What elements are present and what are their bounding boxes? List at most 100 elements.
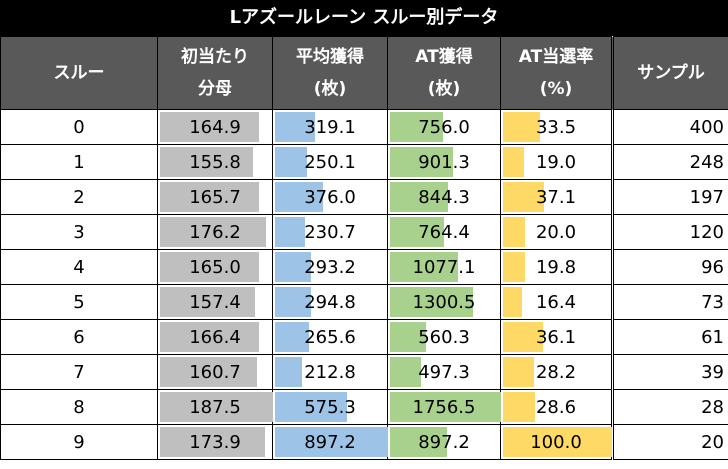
cell-sample: 73 [612, 284, 728, 320]
cell-at-rate: 28.6 [500, 389, 614, 425]
cell-average-gain: 293.2 [272, 249, 388, 285]
cell-thru: 1 [0, 144, 158, 180]
cell-at-rate: 19.0 [500, 144, 614, 180]
cell-average-gain: 294.8 [272, 284, 388, 320]
data-bar [275, 392, 347, 422]
data-bar [160, 182, 260, 212]
cell-at-gain: 1077.1 [387, 249, 501, 285]
table-row: 2 165.7 376.0 844.3 37.1 197 [0, 179, 728, 215]
cell-at-gain: 756.0 [387, 109, 501, 145]
cell-average-gain: 376.0 [272, 179, 388, 215]
header-average-gain: 平均獲得 (枚) [272, 36, 388, 110]
table-row: 6 166.4 265.6 560.3 36.1 61 [0, 319, 728, 355]
data-bar [390, 427, 448, 457]
data-bar [390, 112, 443, 142]
data-bar [503, 147, 524, 177]
table-row: 5 157.4 294.8 1300.5 16.4 73 [0, 284, 728, 320]
data-bar [160, 287, 255, 317]
cell-thru: 4 [0, 249, 158, 285]
cell-denominator: 157.4 [157, 284, 273, 320]
cell-thru: 9 [0, 424, 158, 460]
cell-sample: 400 [612, 109, 728, 145]
cell-denominator: 176.2 [157, 214, 273, 250]
cell-average-gain: 265.6 [272, 319, 388, 355]
cell-denominator: 187.5 [157, 389, 273, 425]
header-at-gain: AT獲得 (枚) [387, 36, 501, 110]
cell-sample: 61 [612, 319, 728, 355]
cell-thru: 7 [0, 354, 158, 390]
data-bar [275, 252, 312, 282]
data-bar [160, 322, 260, 352]
cell-at-rate: 28.2 [500, 354, 614, 390]
data-bar [275, 287, 312, 317]
cell-denominator: 165.7 [157, 179, 273, 215]
cell-at-gain: 560.3 [387, 319, 501, 355]
data-bar [160, 112, 260, 142]
cell-sample: 96 [612, 249, 728, 285]
cell-at-gain: 764.4 [387, 214, 501, 250]
cell-at-gain: 497.3 [387, 354, 501, 390]
cell-average-gain: 250.1 [272, 144, 388, 180]
cell-at-rate: 33.5 [500, 109, 614, 145]
cell-average-gain: 897.2 [272, 424, 388, 460]
cell-thru: 5 [0, 284, 158, 320]
table-row: 0 164.9 319.1 756.0 33.5 400 [0, 109, 728, 145]
cell-sample: 248 [612, 144, 728, 180]
cell-at-gain: 1756.5 [387, 389, 501, 425]
thru-data-table: スルー 初当たり 分母 平均獲得 (枚) AT獲得 (枚) AT当選率 (%) サンプル… [0, 36, 728, 460]
data-bar [503, 357, 534, 387]
data-bar [503, 322, 543, 352]
data-bar [160, 427, 265, 457]
data-bar [503, 392, 535, 422]
cell-at-gain: 897.2 [387, 424, 501, 460]
data-bar [390, 357, 422, 387]
data-bar [390, 252, 459, 282]
cell-average-gain: 212.8 [272, 354, 388, 390]
data-bar [503, 252, 525, 282]
data-bar [390, 217, 444, 247]
cell-at-rate: 36.1 [500, 319, 614, 355]
table-row: 9 173.9 897.2 897.2 100.0 20 [0, 424, 728, 460]
cell-thru: 6 [0, 319, 158, 355]
cell-at-rate: 37.1 [500, 179, 614, 215]
cell-denominator: 166.4 [157, 319, 273, 355]
cell-at-gain: 901.3 [387, 144, 501, 180]
data-bar [275, 182, 323, 212]
data-bar [160, 252, 260, 282]
table-title: Lアズールレーン スルー別データ [0, 0, 728, 36]
cell-denominator: 165.0 [157, 249, 273, 285]
table-row: 3 176.2 230.7 764.4 20.0 120 [0, 214, 728, 250]
cell-thru: 0 [0, 109, 158, 145]
data-bar [390, 147, 453, 177]
cell-denominator: 164.9 [157, 109, 273, 145]
data-bar [275, 427, 388, 457]
cell-at-rate: 16.4 [500, 284, 614, 320]
header-row: スルー 初当たり 分母 平均獲得 (枚) AT獲得 (枚) AT当選率 (%) サンプル [0, 36, 728, 110]
data-bar [390, 322, 426, 352]
cell-denominator: 155.8 [157, 144, 273, 180]
cell-at-rate: 100.0 [500, 424, 614, 460]
cell-denominator: 160.7 [157, 354, 273, 390]
data-bar [275, 217, 305, 247]
header-sample: サンプル [612, 36, 728, 110]
cell-sample: 39 [612, 354, 728, 390]
data-bar [390, 287, 473, 317]
table-row: 1 155.8 250.1 901.3 19.0 248 [0, 144, 728, 180]
data-bar [275, 322, 310, 352]
cell-average-gain: 230.7 [272, 214, 388, 250]
table-row: 8 187.5 575.3 1756.5 28.6 28 [0, 389, 728, 425]
cell-thru: 3 [0, 214, 158, 250]
header-at-rate: AT当選率 (%) [500, 36, 614, 110]
data-bar [275, 112, 315, 142]
cell-thru: 8 [0, 389, 158, 425]
cell-average-gain: 319.1 [272, 109, 388, 145]
data-bar [160, 217, 267, 247]
cell-at-gain: 1300.5 [387, 284, 501, 320]
cell-at-rate: 20.0 [500, 214, 614, 250]
data-bar [503, 112, 541, 142]
data-bar [503, 182, 544, 212]
data-bar [503, 217, 525, 247]
data-bar [160, 357, 257, 387]
table-row: 7 160.7 212.8 497.3 28.2 39 [0, 354, 728, 390]
data-bar [275, 357, 303, 387]
